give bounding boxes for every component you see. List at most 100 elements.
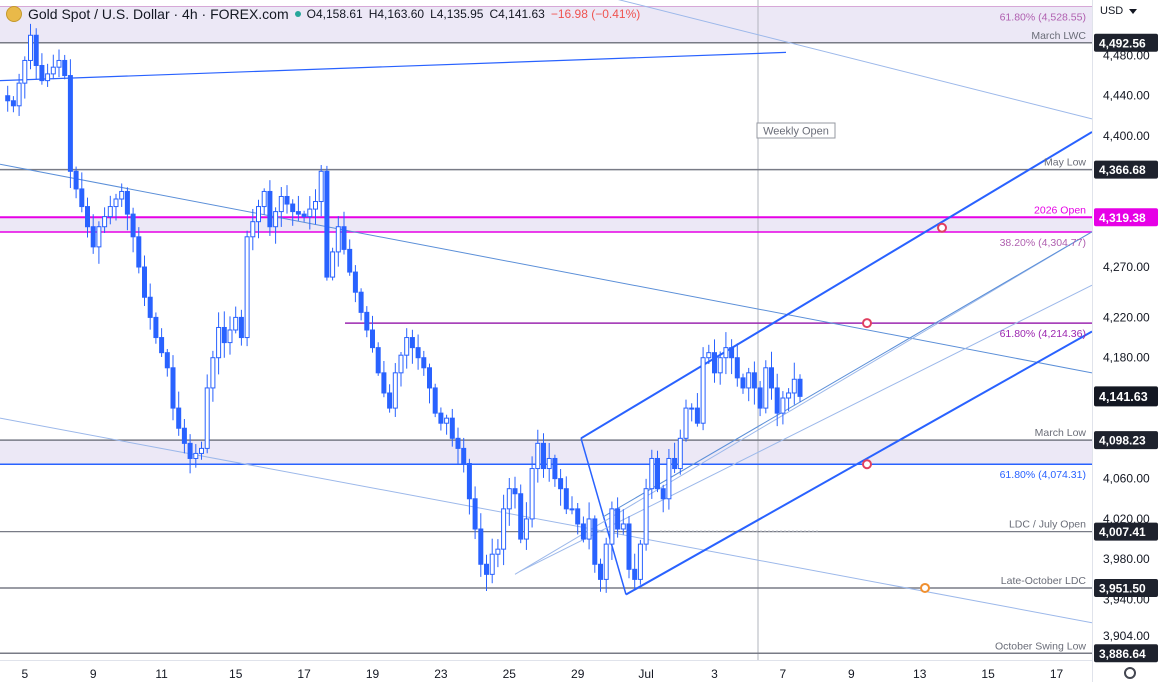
- candle-body: [364, 311, 370, 331]
- candle-body: [119, 190, 125, 200]
- candle-body: [39, 64, 45, 82]
- time-axis-bg: [0, 660, 1092, 682]
- price-badge-text-0: 4,492.56: [1099, 36, 1146, 50]
- candle-body: [575, 508, 581, 525]
- candle-body: [712, 352, 717, 374]
- candle-body: [398, 354, 404, 374]
- candle-body: [164, 352, 170, 369]
- candle-body: [734, 357, 740, 379]
- candle-body: [102, 216, 108, 228]
- candle-body: [370, 329, 375, 349]
- candle-body: [335, 226, 341, 253]
- ohlc-low: L4,135.95: [430, 7, 484, 21]
- candle-body: [672, 457, 678, 470]
- weekly-open-text: Weekly Open: [763, 126, 829, 138]
- candle-body: [45, 73, 51, 82]
- candle-body: [10, 100, 16, 107]
- level-label-7: 61.80% (4,074.31): [1000, 469, 1086, 481]
- y-tick-label: 4,400.00: [1103, 129, 1150, 143]
- candle-body: [586, 518, 592, 540]
- rising-trendline-top: [0, 51, 787, 82]
- candle-body: [472, 498, 478, 530]
- candle-body: [210, 357, 216, 389]
- candle-body: [780, 397, 786, 414]
- candle-body: [392, 372, 398, 409]
- x-tick-label: 29: [571, 667, 585, 681]
- y-tick-label: 4,220.00: [1103, 310, 1150, 324]
- candle-body: [313, 201, 318, 210]
- level-label-10: October Swing Low: [995, 640, 1086, 652]
- ohlc-close: C4,141.63: [489, 7, 545, 21]
- symbol-title[interactable]: Gold Spot / U.S. Dollar · 4h · FOREX.com: [28, 6, 289, 22]
- candle-body: [529, 468, 535, 520]
- candle-body: [113, 198, 119, 208]
- symbol-legend: Gold Spot / U.S. Dollar · 4h · FOREX.com…: [6, 5, 640, 23]
- candle-body: [261, 190, 267, 208]
- candle-body: [221, 326, 227, 344]
- y-tick-label: 4,270.00: [1103, 260, 1150, 274]
- ohlc-open: O4,158.61: [306, 7, 363, 21]
- level-label-3: 2026 Open: [1034, 204, 1086, 216]
- candle-body: [563, 488, 569, 510]
- candle-body: [193, 452, 199, 459]
- last-price-text: 4,141.63: [1099, 390, 1148, 404]
- candle-body: [580, 523, 586, 540]
- candle-body: [438, 412, 444, 424]
- x-tick-label: 9: [90, 667, 97, 681]
- last-price-badge: [1094, 386, 1158, 407]
- candles: [5, 23, 803, 593]
- x-tick-label: 17: [297, 667, 311, 681]
- candle-body: [352, 271, 358, 293]
- candle-body: [518, 493, 524, 540]
- level-label-9: Late-October LDC: [1001, 575, 1087, 587]
- candle-body: [295, 211, 301, 215]
- candle-body: [62, 59, 68, 77]
- candle-body: [546, 457, 552, 470]
- candle-body: [461, 447, 467, 465]
- candle-body: [689, 407, 695, 410]
- currency-selector[interactable]: USD: [1100, 5, 1137, 17]
- candle-body: [347, 248, 353, 273]
- candle-body: [495, 548, 501, 555]
- candle-body: [643, 488, 649, 545]
- zone-band-0: [0, 6, 1092, 43]
- y-tick-label: 4,480.00: [1103, 48, 1150, 62]
- descending-trendline-upper: [617, 0, 1092, 120]
- y-tick-label: 4,180.00: [1103, 351, 1150, 365]
- candle-body: [512, 488, 518, 495]
- y-tick-label: 4,060.00: [1103, 472, 1150, 486]
- candle-body: [506, 488, 512, 510]
- candle-body: [649, 457, 655, 490]
- candle-body: [79, 188, 85, 208]
- candle-body: [632, 568, 638, 580]
- x-tick-label: 25: [503, 667, 517, 681]
- candle-body: [273, 211, 279, 228]
- candle-body: [427, 367, 432, 389]
- candle-body: [85, 206, 90, 228]
- candle-body: [381, 372, 387, 394]
- x-tick-label: 11: [155, 667, 168, 681]
- settings-gear-icon[interactable]: [1124, 667, 1136, 679]
- candle-body: [415, 347, 421, 359]
- y-tick-label: 3,980.00: [1103, 552, 1150, 566]
- x-tick-label: 3: [711, 667, 718, 681]
- candle-body: [694, 407, 700, 424]
- candle-body: [466, 463, 472, 500]
- candle-body: [603, 543, 609, 580]
- level-label-2: May Low: [1044, 157, 1086, 169]
- x-tick-label: 5: [21, 667, 28, 681]
- market-status-icon: [294, 11, 301, 17]
- candle-body: [409, 337, 415, 349]
- candle-body: [615, 508, 621, 530]
- price-axis-bg: [1092, 0, 1160, 682]
- candle-body: [535, 442, 541, 470]
- x-tick-label: 13: [913, 667, 927, 681]
- candle-body: [421, 357, 427, 369]
- descending-trendline-lower: [0, 417, 1092, 624]
- channel-median: [602, 231, 1092, 518]
- candle-body: [751, 372, 757, 389]
- price-badge-6: [1094, 644, 1158, 663]
- candle-body: [187, 442, 193, 459]
- x-tick-label: 7: [780, 667, 787, 681]
